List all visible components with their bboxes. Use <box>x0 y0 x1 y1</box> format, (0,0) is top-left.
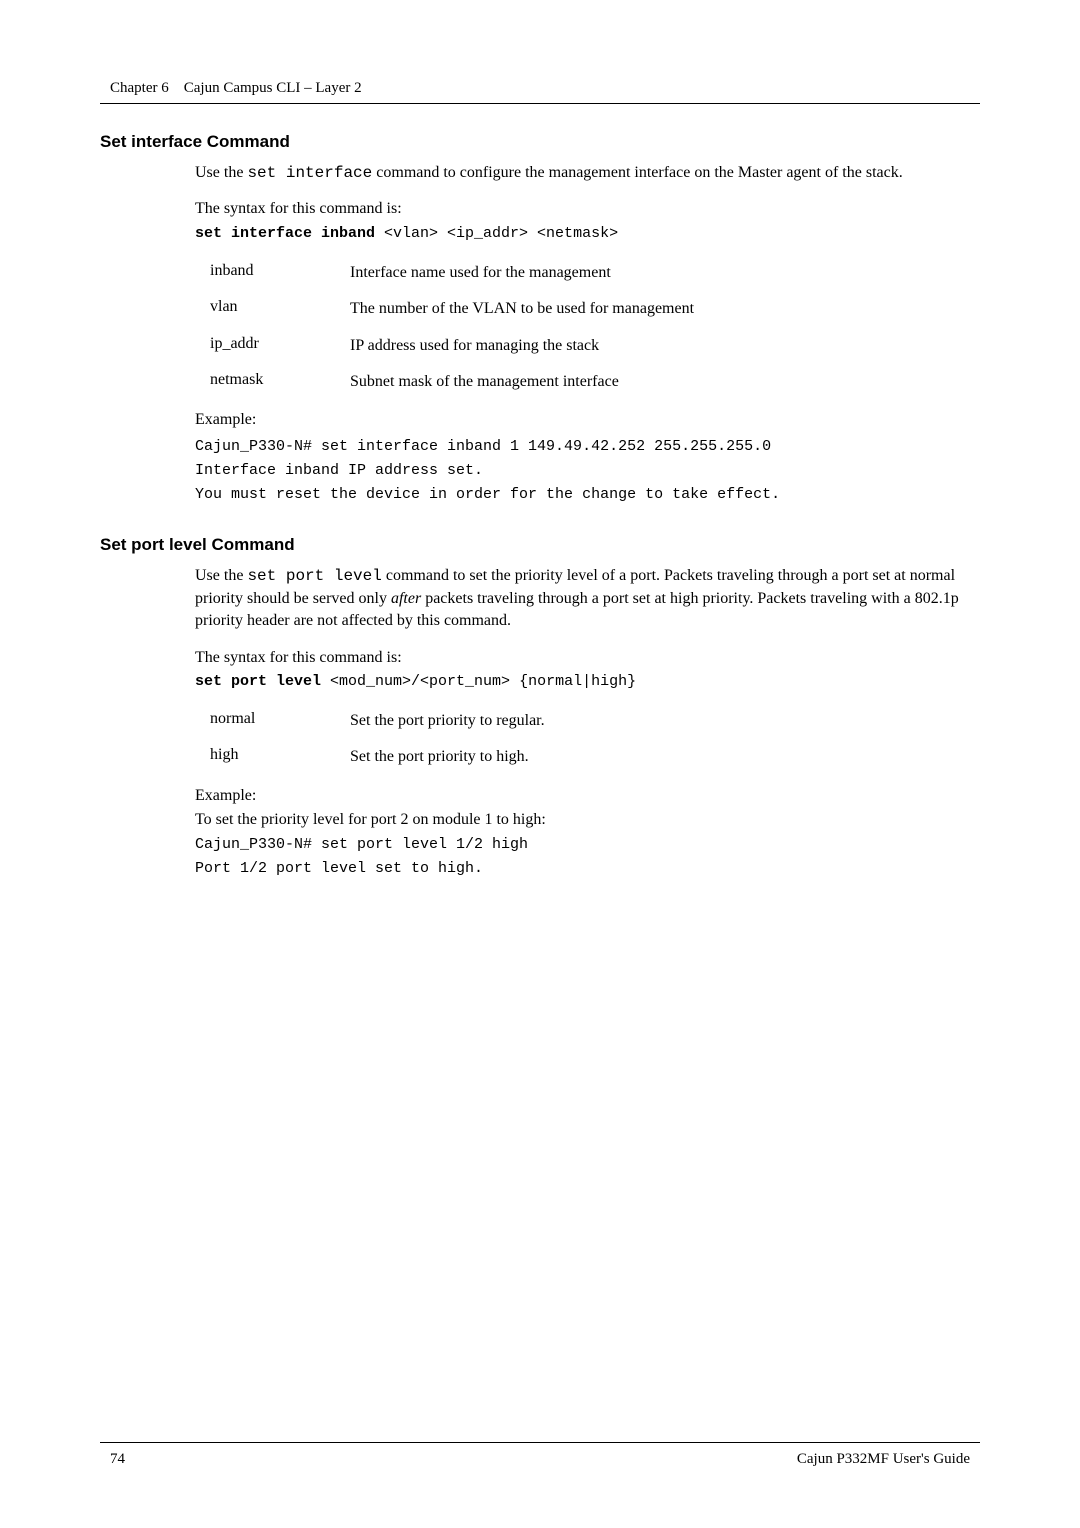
section1-syntax-intro: The syntax for this command is: <box>195 198 980 220</box>
syntax-rest-1: <vlan> <ip_addr> <netmask> <box>375 225 618 242</box>
param-row: vlan The number of the VLAN to be used f… <box>210 298 980 320</box>
param-desc: Set the port priority to high. <box>350 746 529 768</box>
example-line: Interface inband IP address set. <box>195 459 980 483</box>
param-desc: Subnet mask of the management interface <box>350 371 619 393</box>
footer-text: 74 Cajun P332MF User's Guide <box>100 1451 980 1468</box>
header-rule <box>100 103 980 104</box>
section1-example-code: Cajun_P330-N# set interface inband 1 149… <box>195 435 980 507</box>
param-row: high Set the port priority to high. <box>210 746 980 768</box>
intro-text-1: Use the <box>195 567 247 584</box>
section2-example-label: Example: <box>195 787 980 805</box>
section1-syntax: set interface inband <vlan> <ip_addr> <n… <box>195 225 980 242</box>
section2-params: normal Set the port priority to regular.… <box>210 710 980 769</box>
param-desc: IP address used for managing the stack <box>350 335 599 357</box>
page-header: Chapter 6 Cajun Campus CLI – Layer 2 <box>100 80 980 97</box>
param-desc: Interface name used for the management <box>350 262 611 284</box>
section1-title: Set interface Command <box>100 132 980 152</box>
guide-title: Cajun P332MF User's Guide <box>797 1451 980 1468</box>
param-row: inband Interface name used for the manag… <box>210 262 980 284</box>
param-name: high <box>210 746 350 768</box>
section1-example-label: Example: <box>195 411 980 429</box>
footer-rule <box>100 1442 980 1443</box>
syntax-rest-2: <mod_num>/<port_num> {normal|high} <box>321 673 636 690</box>
param-name: inband <box>210 262 350 284</box>
intro-code-1: set interface <box>247 164 372 182</box>
section1-params: inband Interface name used for the manag… <box>210 262 980 394</box>
param-desc: Set the port priority to regular. <box>350 710 545 732</box>
chapter-title: Cajun Campus CLI – Layer 2 <box>184 80 362 96</box>
param-name: ip_addr <box>210 335 350 357</box>
intro-text-2: command to configure the management inte… <box>372 164 902 181</box>
section2-example-text: To set the priority level for port 2 on … <box>195 811 980 829</box>
param-name: vlan <box>210 298 350 320</box>
param-row: ip_addr IP address used for managing the… <box>210 335 980 357</box>
section2-title: Set port level Command <box>100 535 980 555</box>
intro-code-2: set port level <box>247 567 381 585</box>
param-row: normal Set the port priority to regular. <box>210 710 980 732</box>
param-name: normal <box>210 710 350 732</box>
intro-text-1: Use the <box>195 164 247 181</box>
example-line: Port 1/2 port level set to high. <box>195 857 980 881</box>
example-line: Cajun_P330-N# set interface inband 1 149… <box>195 435 980 459</box>
param-row: netmask Subnet mask of the management in… <box>210 371 980 393</box>
chapter-label: Chapter 6 <box>110 80 169 96</box>
page-footer: 74 Cajun P332MF User's Guide <box>100 1442 980 1468</box>
section1-intro: Use the set interface command to configu… <box>195 162 980 184</box>
example-line: You must reset the device in order for t… <box>195 483 980 507</box>
syntax-bold-2: set port level <box>195 673 321 690</box>
param-name: netmask <box>210 371 350 393</box>
example-line: Cajun_P330-N# set port level 1/2 high <box>195 833 980 857</box>
param-desc: The number of the VLAN to be used for ma… <box>350 298 694 320</box>
intro-italic: after <box>391 590 421 607</box>
page-number: 74 <box>100 1451 125 1468</box>
section2-intro: Use the set port level command to set th… <box>195 565 980 632</box>
section2-example-code: Cajun_P330-N# set port level 1/2 high Po… <box>195 833 980 881</box>
section2-syntax: set port level <mod_num>/<port_num> {nor… <box>195 673 980 690</box>
section2-syntax-intro: The syntax for this command is: <box>195 647 980 669</box>
syntax-bold-1: set interface inband <box>195 225 375 242</box>
